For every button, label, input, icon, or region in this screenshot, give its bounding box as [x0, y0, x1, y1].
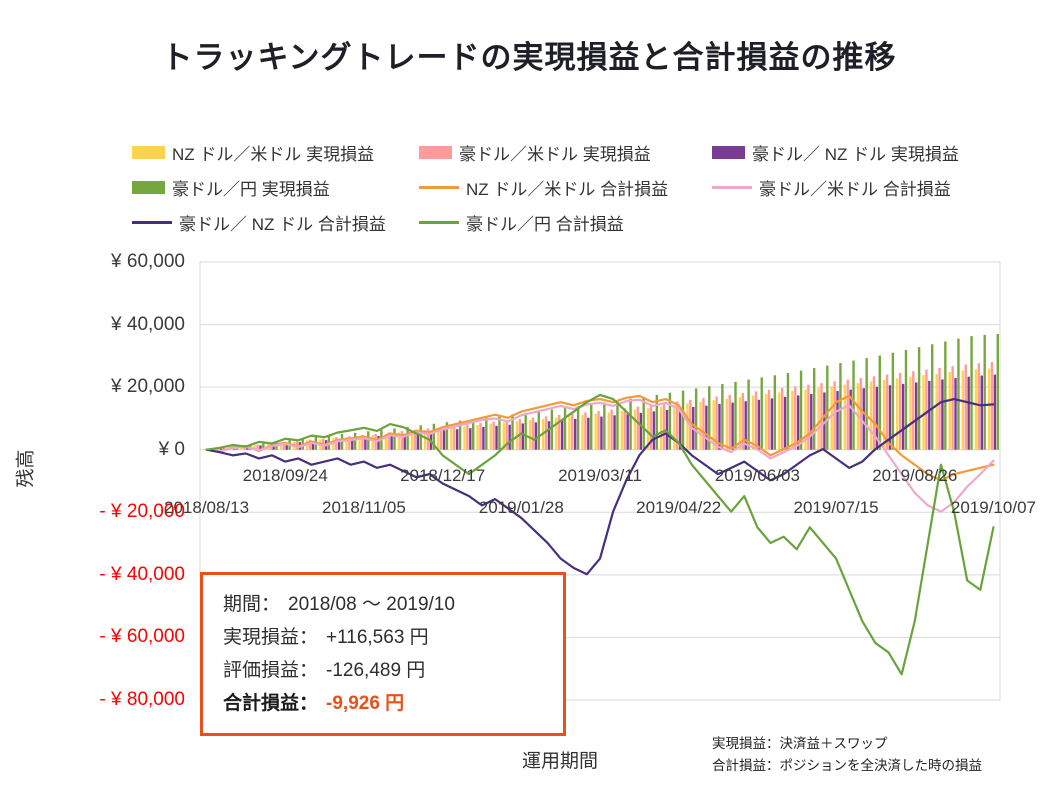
summary-label: 実現損益： [223, 627, 319, 648]
x-tick-label: 2019/07/15 [793, 498, 879, 517]
x-tick-label: 2019/06/03 [714, 466, 800, 485]
y-tick-label: - ¥ 60,000 [99, 626, 185, 648]
summary-value: +116,563 円 [326, 627, 429, 648]
legend-item-7: 豪ドル／円 合計損益 [419, 210, 712, 235]
summary-label: 合計損益： [223, 693, 319, 714]
legend-swatch-line-icon [419, 221, 459, 224]
x-tick-label: 2018/12/17 [400, 466, 486, 485]
x-tick-label: 2019/03/11 [558, 466, 642, 485]
summary-line-0: 期間： 2018/08 ～ 2019/10 [223, 588, 543, 621]
summary-line-2: 評価損益： -126,489 円 [223, 654, 543, 687]
y-tick-label: - ¥ 80,000 [99, 689, 185, 710]
legend-item-3: 豪ドル／円 実現損益 [132, 175, 419, 200]
summary-line-1: 実現損益： +116,563 円 [223, 621, 543, 654]
legend-label: 豪ドル／円 合計損益 [466, 215, 624, 234]
x-tick-label: 2019/04/22 [636, 498, 722, 517]
footnote: 実現損益：決済益＋スワップ 合計損益：ポジションを全決済した時の損益 [712, 733, 982, 776]
y-tick-label: ¥ 0 [158, 438, 185, 460]
footnote-line-2: 合計損益：ポジションを全決済した時の損益 [712, 757, 982, 773]
y-tick-label: - ¥ 40,000 [99, 563, 185, 585]
legend-item-4: NZ ドル／米ドル 合計損益 [419, 175, 712, 200]
x-axis-title: 運用期間 [521, 751, 598, 772]
summary-value: 2018/08 ～ 2019/10 [288, 594, 455, 615]
x-tick-label: 2019/10/07 [950, 498, 1036, 517]
legend-item-5: 豪ドル／米ドル 合計損益 [712, 175, 959, 200]
y-tick-label: ¥ 40,000 [111, 313, 185, 335]
summary-line-3: 合計損益： -9,926 円 [223, 687, 543, 720]
legend-label: NZ ドル／米ドル 合計損益 [466, 180, 669, 199]
legend-label: NZ ドル／米ドル 実現損益 [172, 145, 375, 164]
summary-value: -126,489 円 [326, 660, 426, 681]
legend-label: 豪ドル／米ドル 合計損益 [759, 180, 951, 199]
legend-label: 豪ドル／ NZ ドル 実現損益 [752, 145, 959, 164]
summary-label: 評価損益： [223, 660, 319, 681]
footnote-line-1: 実現損益：決済益＋スワップ [712, 736, 888, 751]
summary-label: 期間： [223, 594, 281, 615]
x-tick-label: 2019/08/26 [872, 466, 958, 485]
legend-label: 豪ドル／米ドル 実現損益 [459, 145, 651, 164]
x-tick-label: 2018/11/05 [322, 498, 406, 517]
x-tick-label: 2019/01/28 [478, 498, 564, 517]
y-tick-label: ¥ 60,000 [111, 251, 185, 272]
legend-swatch-line-icon [419, 186, 459, 189]
x-tick-label: 2018/09/24 [242, 466, 328, 485]
y-axis-title: 残高 [15, 449, 37, 488]
legend-label: 豪ドル／ NZ ドル 合計損益 [179, 215, 386, 234]
legend-swatch-line-icon [712, 186, 752, 189]
legend-item-1: 豪ドル／米ドル 実現損益 [419, 140, 712, 165]
y-tick-label: - ¥ 20,000 [99, 501, 185, 523]
legend-swatch-bar-icon [419, 146, 452, 159]
legend-item-0: NZ ドル／米ドル 実現損益 [132, 140, 419, 165]
legend-swatch-line-icon [132, 221, 172, 224]
legend-swatch-bar-icon [712, 146, 745, 159]
y-tick-label: ¥ 20,000 [111, 376, 185, 398]
legend-label: 豪ドル／円 実現損益 [172, 180, 330, 199]
summary-value: -9,926 円 [326, 693, 405, 714]
legend-item-6: 豪ドル／ NZ ドル 合計損益 [132, 210, 419, 235]
legend-swatch-bar-icon [132, 181, 165, 194]
chart-title: トラッキングトレードの実現損益と合計損益の推移 [161, 40, 897, 75]
legend-swatch-bar-icon [132, 146, 165, 159]
x-tick-label: 2018/08/13 [164, 498, 250, 517]
legend-item-2: 豪ドル／ NZ ドル 実現損益 [712, 140, 959, 165]
legend: NZ ドル／米ドル 実現損益 豪ドル／米ドル 実現損益 豪ドル／ NZ ドル 実現損… [132, 140, 959, 235]
summary-box: 期間： 2018/08 ～ 2019/10 実現損益： +116,563 円評価損益：… [200, 572, 566, 736]
